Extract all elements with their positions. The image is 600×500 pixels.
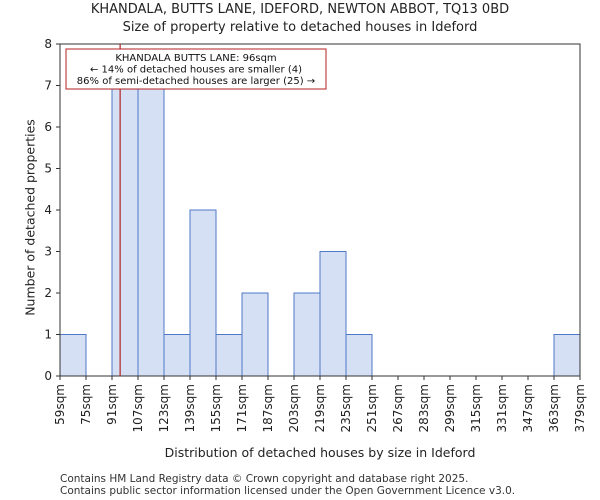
x-tick-label: 267sqm bbox=[391, 384, 405, 432]
x-tick-label: 139sqm bbox=[183, 384, 197, 432]
bar bbox=[215, 334, 243, 377]
x-axis-label: Distribution of detached houses by size … bbox=[165, 445, 476, 460]
x-tick-label: 251sqm bbox=[365, 384, 379, 432]
footer-line-2: Contains public sector information licen… bbox=[60, 485, 516, 497]
x-tick-label: 171sqm bbox=[235, 384, 249, 432]
x-tick-label: 235sqm bbox=[339, 384, 353, 432]
y-tick-label: 3 bbox=[44, 245, 52, 259]
annotation-line-1: KHANDALA BUTTS LANE: 96sqm bbox=[115, 53, 276, 64]
x-tick-label: 331sqm bbox=[495, 384, 509, 432]
bar bbox=[241, 292, 269, 377]
chart-subtitle: Size of property relative to detached ho… bbox=[122, 20, 478, 35]
x-tick-label: 75sqm bbox=[79, 384, 93, 425]
y-tick-label: 1 bbox=[44, 328, 52, 342]
bar bbox=[293, 292, 321, 377]
x-tick-label: 363sqm bbox=[547, 384, 561, 432]
x-tick-label: 315sqm bbox=[469, 384, 483, 432]
x-tick-label: 283sqm bbox=[417, 384, 431, 432]
bar bbox=[111, 85, 139, 377]
x-tick-label: 379sqm bbox=[573, 384, 587, 432]
x-tick-label: 123sqm bbox=[157, 384, 171, 432]
x-tick-label: 155sqm bbox=[209, 384, 223, 432]
bar bbox=[345, 334, 373, 377]
annotation-line-3: 86% of semi-detached houses are larger (… bbox=[77, 76, 315, 87]
bar bbox=[137, 85, 165, 377]
x-tick-label: 203sqm bbox=[287, 384, 301, 432]
bar bbox=[319, 251, 347, 377]
annotation-box bbox=[65, 48, 327, 90]
y-tick-label: 2 bbox=[44, 286, 52, 300]
y-tick-label: 6 bbox=[44, 120, 52, 134]
x-tick-label: 299sqm bbox=[443, 384, 457, 432]
y-tick-label: 5 bbox=[44, 162, 52, 176]
x-tick-label: 219sqm bbox=[313, 384, 327, 432]
bar bbox=[163, 334, 191, 377]
x-tick-label: 107sqm bbox=[131, 384, 145, 432]
bar bbox=[553, 334, 581, 377]
y-tick-label: 0 bbox=[44, 369, 52, 383]
y-tick-label: 4 bbox=[44, 203, 52, 217]
bar bbox=[59, 334, 87, 377]
x-tick-label: 347sqm bbox=[521, 384, 535, 432]
bar bbox=[189, 209, 217, 377]
annotation-line-2: ← 14% of detached houses are smaller (4) bbox=[90, 65, 302, 76]
chart-title: KHANDALA, BUTTS LANE, IDEFORD, NEWTON AB… bbox=[90, 2, 510, 17]
x-tick-label: 187sqm bbox=[261, 384, 275, 432]
y-tick-label: 8 bbox=[44, 37, 52, 51]
x-tick-label: 91sqm bbox=[105, 384, 119, 425]
y-tick-label: 7 bbox=[44, 79, 52, 93]
x-tick-label: 59sqm bbox=[53, 384, 67, 425]
footer-line-1: Contains HM Land Registry data © Crown c… bbox=[60, 473, 469, 485]
